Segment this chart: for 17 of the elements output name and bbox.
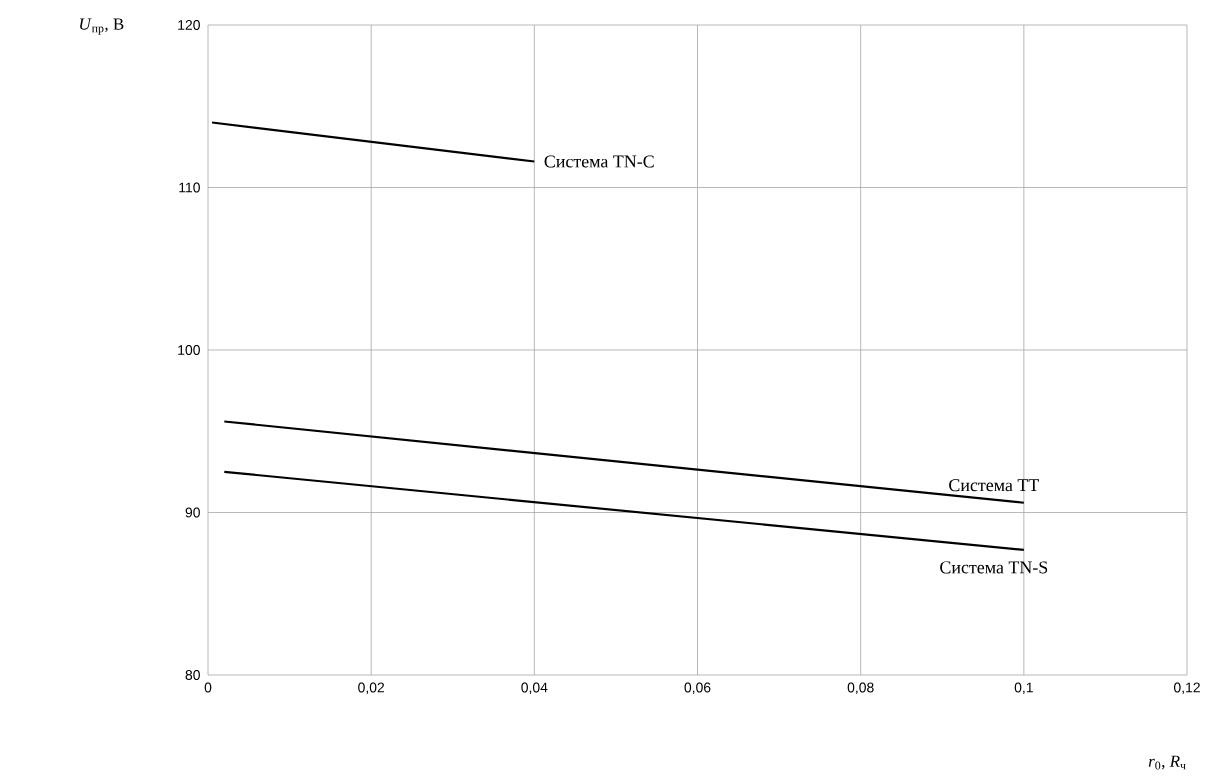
y-tick-label: 110 bbox=[179, 182, 200, 193]
y-axis-title: U$_{пр}$, В bbox=[80, 18, 124, 35]
y-tick-label: 120 bbox=[178, 20, 200, 30]
x-tick-label: 0,08 bbox=[847, 682, 874, 695]
x-tick-label: 0,06 bbox=[684, 682, 711, 695]
series-label: Система TN-S bbox=[940, 561, 1048, 574]
x-tick-label: 0,02 bbox=[358, 682, 385, 695]
y-tick-label: 80 bbox=[185, 670, 200, 680]
x-tick-label: 0,1 bbox=[1014, 682, 1033, 695]
series-label: Система TN-C bbox=[544, 155, 654, 168]
x-tick-label: 0,12 bbox=[1173, 682, 1200, 695]
x-axis-title: r$_{0}$, R$_{ч}$ bbox=[1148, 755, 1186, 770]
series-label: Система TT bbox=[949, 479, 1039, 492]
y-tick-label: 90 bbox=[185, 507, 200, 518]
y-tick-label: 100 bbox=[178, 345, 200, 355]
x-tick-label: 0 bbox=[204, 682, 212, 693]
x-tick-label: 0,04 bbox=[521, 682, 548, 695]
